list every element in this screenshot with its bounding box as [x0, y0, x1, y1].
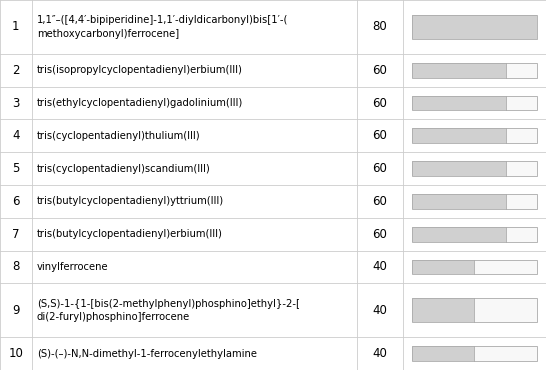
Text: 2: 2: [12, 64, 20, 77]
Bar: [412, 96, 537, 110]
Bar: [412, 128, 506, 143]
Bar: [412, 227, 506, 242]
Bar: [412, 298, 474, 322]
Text: 4: 4: [12, 130, 20, 142]
Bar: [474, 298, 537, 322]
Text: 60: 60: [372, 162, 387, 175]
Text: 3: 3: [12, 97, 20, 110]
Bar: [412, 63, 537, 78]
Bar: [412, 346, 537, 361]
Bar: [506, 128, 537, 143]
Bar: [412, 260, 474, 274]
Bar: [412, 63, 506, 78]
Text: 10: 10: [8, 347, 23, 360]
Text: 60: 60: [372, 195, 387, 208]
Bar: [412, 346, 474, 361]
Text: 1,1″–([4,4′-bipiperidine]-1,1′-diyldicarbonyl)bis[1′-(
methoxycarbonyl)ferrocene: 1,1″–([4,4′-bipiperidine]-1,1′-diyldicar…: [37, 15, 288, 38]
Bar: [412, 128, 537, 143]
Bar: [412, 227, 537, 242]
Text: 1: 1: [12, 20, 20, 33]
Text: (S)-(–)-N,N-dimethyl-1-ferrocenylethylamine: (S)-(–)-N,N-dimethyl-1-ferrocenylethylam…: [37, 349, 257, 359]
Bar: [412, 15, 537, 39]
Text: 8: 8: [12, 260, 20, 273]
Text: vinylferrocene: vinylferrocene: [37, 262, 108, 272]
Bar: [412, 161, 537, 176]
Text: 9: 9: [12, 304, 20, 317]
Bar: [412, 194, 506, 209]
Bar: [412, 161, 506, 176]
Bar: [506, 194, 537, 209]
Text: 80: 80: [372, 20, 387, 33]
Text: 7: 7: [12, 228, 20, 240]
Text: 40: 40: [372, 304, 387, 317]
Bar: [506, 63, 537, 78]
Bar: [506, 227, 537, 242]
Text: 60: 60: [372, 130, 387, 142]
Text: 40: 40: [372, 260, 387, 273]
Bar: [474, 346, 537, 361]
Text: tris(cyclopentadienyl)scandium(III): tris(cyclopentadienyl)scandium(III): [37, 164, 210, 174]
Bar: [506, 161, 537, 176]
Text: tris(butylcyclopentadienyl)yttrium(III): tris(butylcyclopentadienyl)yttrium(III): [37, 196, 224, 206]
Text: 60: 60: [372, 97, 387, 110]
Text: tris(butylcyclopentadienyl)erbium(III): tris(butylcyclopentadienyl)erbium(III): [37, 229, 223, 239]
Text: tris(ethylcyclopentadienyl)gadolinium(III): tris(ethylcyclopentadienyl)gadolinium(II…: [37, 98, 243, 108]
Bar: [412, 298, 537, 322]
Text: tris(isopropylcyclopentadienyl)erbium(III): tris(isopropylcyclopentadienyl)erbium(II…: [37, 65, 242, 75]
Text: 60: 60: [372, 64, 387, 77]
Text: tris(cyclopentadienyl)thulium(III): tris(cyclopentadienyl)thulium(III): [37, 131, 200, 141]
Bar: [412, 260, 537, 274]
Bar: [474, 260, 537, 274]
Text: 60: 60: [372, 228, 387, 240]
Text: 6: 6: [12, 195, 20, 208]
Bar: [412, 96, 506, 110]
Text: 40: 40: [372, 347, 387, 360]
Bar: [506, 96, 537, 110]
Bar: [412, 194, 537, 209]
Bar: [412, 15, 537, 39]
Text: (S,S)-1-{1-[bis(2-methylphenyl)phosphino]ethyl}-2-[
di(2-furyl)phosphino]ferroce: (S,S)-1-{1-[bis(2-methylphenyl)phosphino…: [37, 299, 300, 322]
Text: 5: 5: [12, 162, 20, 175]
